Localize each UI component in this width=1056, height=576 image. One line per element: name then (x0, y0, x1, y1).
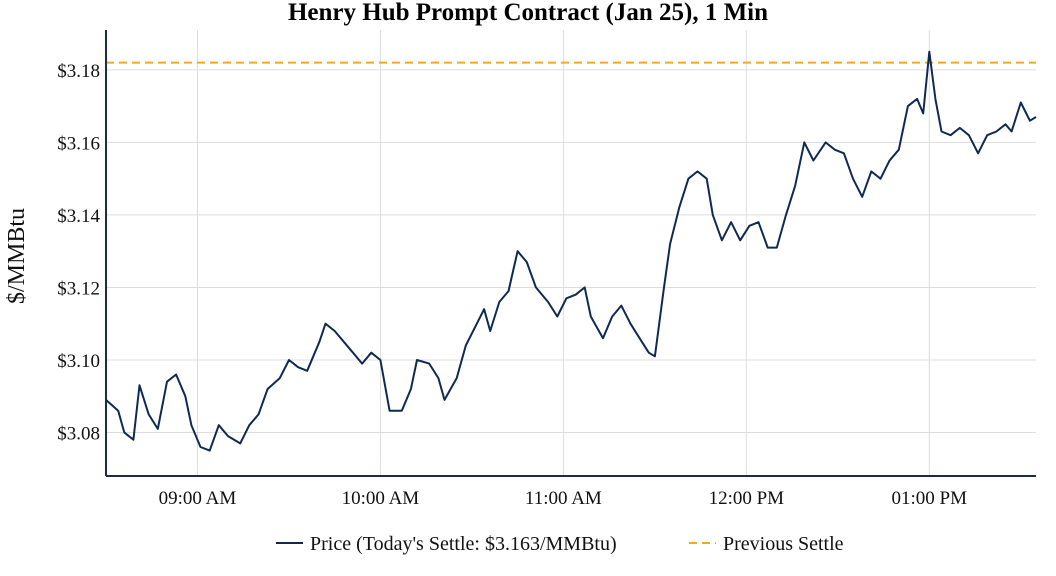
chart-title: Henry Hub Prompt Contract (Jan 25), 1 Mi… (288, 0, 768, 26)
y-tick-labels: $3.08 $3.10 $3.12 $3.14 $3.16 $3.18 (57, 61, 100, 445)
legend-previous-settle-label: Previous Settle (723, 533, 844, 555)
price-series-line (105, 50, 1037, 452)
x-tick-label: 09:00 AM (159, 488, 237, 509)
legend: Price (Today's Settle: $3.163/MMBtu) Pre… (276, 533, 844, 555)
y-tick-label: $3.14 (57, 206, 100, 227)
y-axis-label: $/MMBtu (4, 208, 30, 304)
x-tick-labels: 09:00 AM 10:00 AM 11:00 AM 12:00 PM 01:00 PM (159, 488, 967, 509)
x-tick-label: 11:00 AM (525, 488, 602, 509)
y-tick-label: $3.08 (57, 423, 100, 444)
x-tick-label: 01:00 PM (892, 488, 968, 509)
y-tick-label: $3.16 (57, 133, 100, 154)
y-tick-label: $3.12 (57, 278, 100, 299)
x-gridlines (196, 30, 930, 476)
y-tick-label: $3.10 (57, 351, 100, 372)
y-tick-label: $3.18 (57, 61, 100, 82)
legend-price-label: Price (Today's Settle: $3.163/MMBtu) (310, 533, 617, 555)
x-tick-label: 12:00 PM (709, 488, 785, 509)
y-gridlines (106, 69, 1036, 433)
x-tick-label: 10:00 AM (342, 488, 420, 509)
